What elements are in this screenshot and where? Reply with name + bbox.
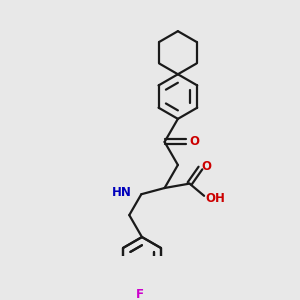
- Text: OH: OH: [206, 192, 225, 205]
- Text: F: F: [136, 288, 144, 300]
- Text: HN: HN: [112, 187, 132, 200]
- Text: O: O: [189, 135, 199, 148]
- Text: O: O: [202, 160, 212, 172]
